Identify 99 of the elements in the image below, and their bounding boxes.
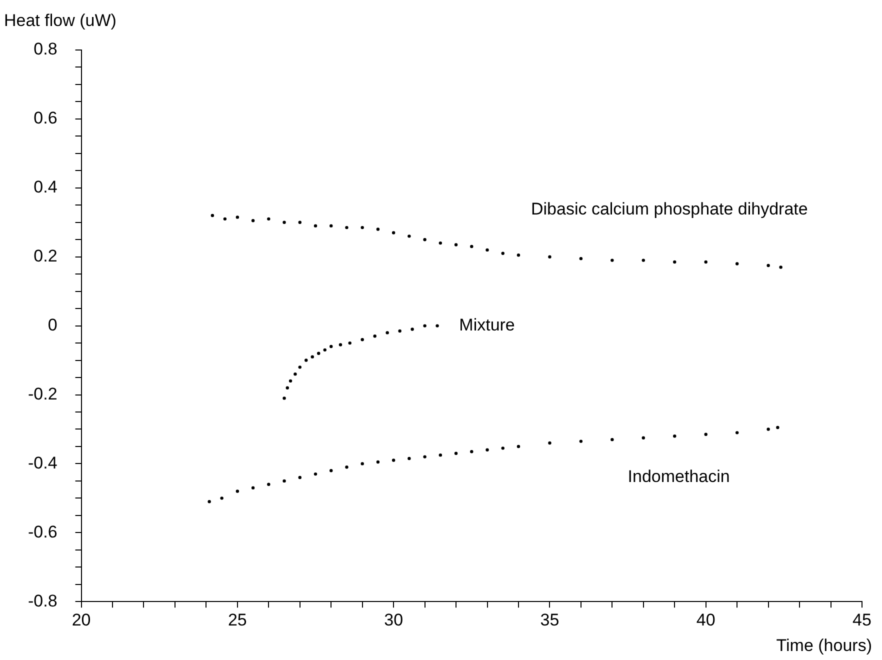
point [236, 216, 240, 219]
y-tick-label: -0.4 [28, 453, 58, 472]
point [454, 243, 458, 246]
x-tick-label: 25 [228, 610, 247, 630]
point [267, 482, 270, 486]
point [323, 348, 326, 352]
point [516, 444, 520, 448]
point [486, 248, 489, 252]
point [673, 260, 676, 264]
point [376, 228, 380, 231]
point [314, 224, 318, 228]
point [408, 234, 411, 238]
point [251, 219, 255, 222]
y-tick-label: 0 [48, 315, 58, 334]
point [282, 396, 286, 400]
point [251, 486, 255, 490]
y-tick-label: 0.6 [34, 108, 58, 128]
point [330, 224, 333, 228]
point [438, 453, 442, 457]
point [298, 366, 302, 369]
point [330, 468, 333, 472]
point [392, 231, 396, 234]
point [776, 426, 780, 430]
point [376, 460, 380, 464]
point [220, 496, 224, 500]
point [338, 343, 342, 346]
point [642, 436, 645, 440]
point [298, 220, 302, 224]
point [345, 226, 348, 230]
point [735, 262, 739, 266]
series-label: Indomethacin [628, 467, 730, 486]
point [501, 252, 504, 256]
text: Dibasic calcium phosphate dihydrate [530, 200, 808, 219]
point [423, 238, 426, 242]
point [779, 266, 782, 269]
y-tick-label: -0.6 [28, 522, 58, 542]
point [548, 255, 552, 258]
point [210, 214, 214, 218]
point [360, 462, 364, 466]
point [223, 217, 227, 221]
point [704, 432, 708, 436]
point [317, 352, 320, 355]
point [408, 456, 411, 460]
point [373, 334, 376, 338]
x-tick-label: 35 [540, 610, 560, 630]
point [288, 379, 292, 383]
y-tick-label: -0.8 [28, 591, 58, 610]
point [548, 441, 552, 445]
point [294, 372, 297, 376]
point [516, 254, 520, 257]
point [501, 446, 504, 450]
x-tick-label: 45 [852, 610, 872, 630]
series-label: Mixture [459, 315, 515, 334]
point [348, 341, 352, 345]
point [642, 258, 645, 262]
point [486, 448, 489, 452]
point [208, 500, 211, 504]
point [282, 479, 286, 483]
point [610, 438, 614, 442]
point [360, 226, 364, 230]
x-tick-label: 20 [72, 610, 91, 630]
x-tick-label: 30 [384, 610, 404, 630]
y-tick-label: 0.8 [34, 40, 58, 59]
y-axis-title: Heat flow (uW) [4, 11, 116, 30]
point [579, 440, 583, 443]
point [282, 220, 286, 224]
y-tick-label: 0.2 [34, 246, 58, 266]
point [410, 328, 414, 331]
point [304, 358, 308, 362]
point [673, 434, 676, 438]
point [454, 452, 458, 455]
point [470, 450, 474, 454]
point [735, 431, 739, 434]
point [310, 355, 314, 358]
x-tick-label: 40 [696, 610, 716, 630]
point [386, 331, 389, 334]
point [438, 241, 442, 245]
point [392, 458, 396, 462]
point [766, 264, 770, 268]
point [314, 472, 318, 476]
point [360, 338, 364, 342]
x-axis-title: Time (hours) [776, 636, 872, 655]
point [470, 244, 474, 248]
y-tick-label: -0.2 [28, 384, 58, 404]
point [610, 258, 614, 262]
point [330, 344, 333, 348]
point [345, 466, 348, 469]
point [436, 324, 439, 328]
point [579, 256, 583, 260]
point [398, 329, 402, 333]
point [298, 476, 302, 480]
point [236, 490, 240, 493]
y-tick-label: 0.4 [34, 178, 58, 197]
point [423, 455, 426, 458]
point [267, 217, 270, 221]
point [766, 428, 770, 431]
point [286, 386, 289, 390]
point [704, 260, 708, 264]
point [423, 324, 426, 328]
